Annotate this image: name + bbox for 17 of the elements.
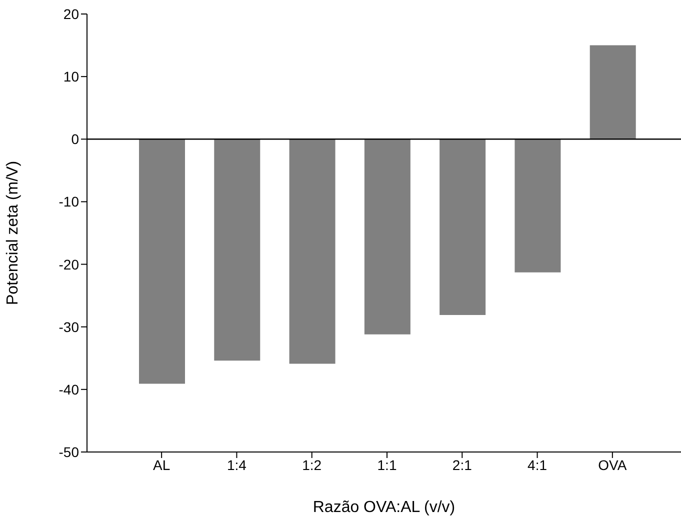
x-tick-label: OVA bbox=[598, 456, 628, 473]
x-axis-title: Razão OVA:AL (v/v) bbox=[312, 499, 456, 516]
y-tick-label: 10 bbox=[63, 68, 80, 85]
x-tick-label: AL bbox=[153, 456, 170, 473]
y-tick-label: 20 bbox=[63, 6, 80, 22]
y-tick-label: -40 bbox=[58, 381, 80, 398]
x-tick-label: 4:1 bbox=[528, 456, 548, 473]
y-tick-label: -50 bbox=[58, 444, 80, 460]
y-tick-label: -10 bbox=[58, 194, 80, 210]
x-tick-label: 1:1 bbox=[377, 456, 397, 473]
y-tick-label: -30 bbox=[58, 318, 80, 335]
x-tick-label: 1:4 bbox=[226, 456, 247, 473]
y-tick-label: 0 bbox=[71, 131, 80, 148]
y-axis-title: Potencial zeta (m/V) bbox=[4, 160, 22, 306]
x-tick-label: 2:1 bbox=[452, 456, 472, 473]
x-tick-label: 1:2 bbox=[302, 456, 322, 473]
y-tick-label: -20 bbox=[58, 256, 80, 272]
